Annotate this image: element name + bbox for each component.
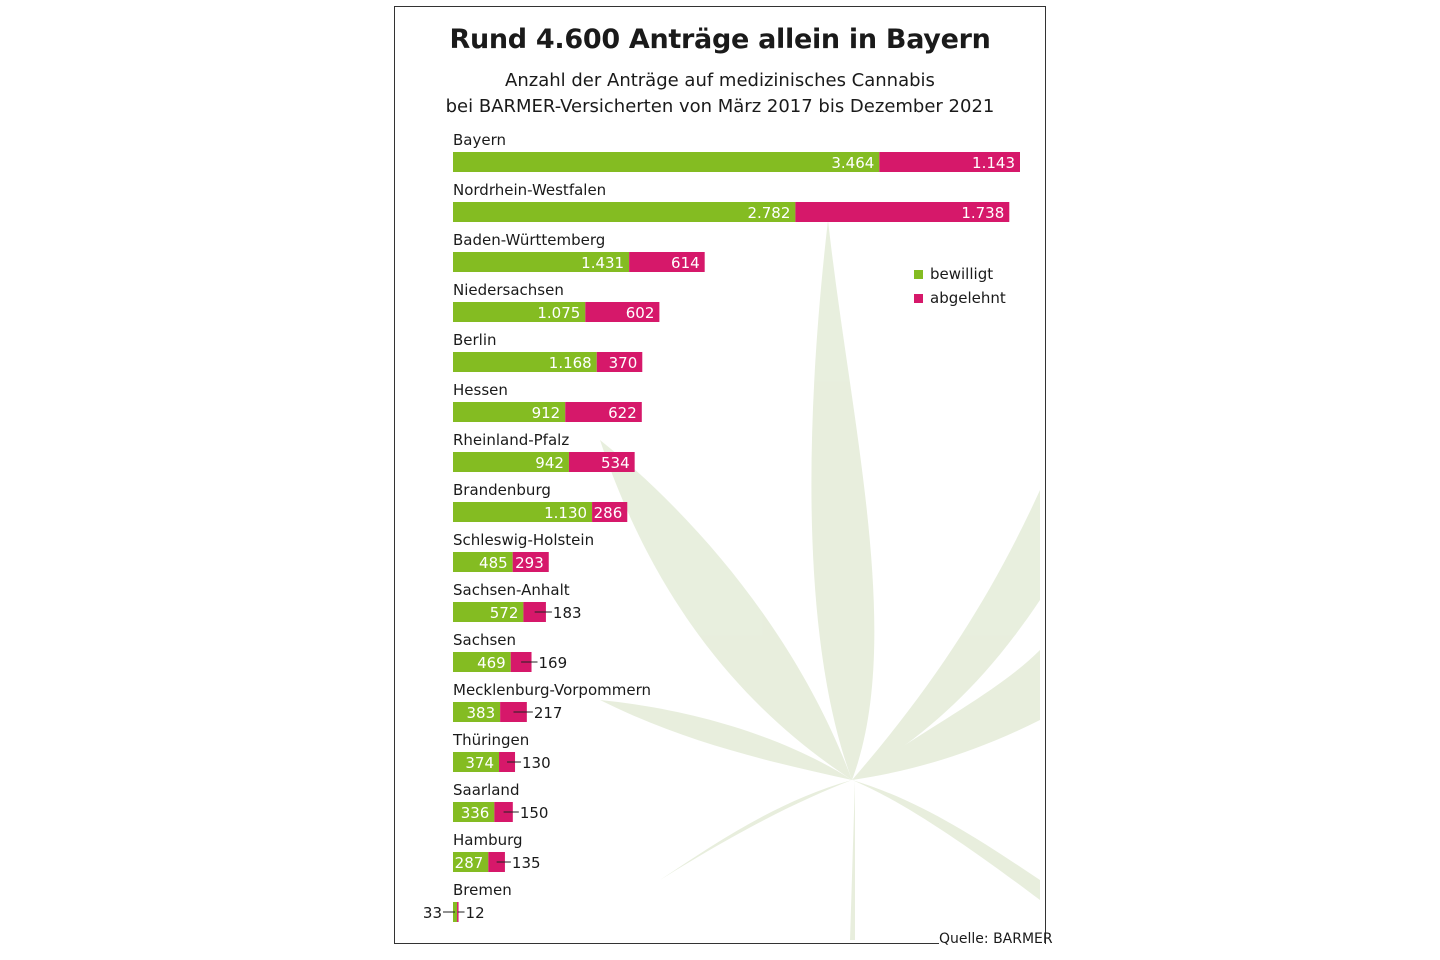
legend-swatch-bewilligt — [914, 269, 923, 279]
legend-item-bewilligt: bewilligt — [914, 265, 993, 283]
data-label-bewilligt: 336 — [461, 804, 490, 822]
bar-abgelehnt — [512, 552, 549, 572]
bar-abgelehnt — [879, 152, 1020, 172]
data-label-abgelehnt: 217 — [534, 704, 563, 722]
chart-subtitle-line-1: Anzahl der Anträge auf medizinisches Can… — [505, 70, 935, 91]
data-label-abgelehnt: 169 — [539, 654, 568, 672]
data-label-abgelehnt: 135 — [512, 854, 541, 872]
bar-bewilligt — [453, 552, 513, 572]
data-label-bewilligt: 485 — [479, 554, 508, 572]
category-label: Hessen — [453, 381, 508, 399]
category-label: Sachsen — [453, 631, 516, 649]
category-label: Mecklenburg-Vorpommern — [453, 681, 651, 699]
data-label-abgelehnt: 183 — [553, 604, 582, 622]
category-label: Saarland — [453, 781, 519, 799]
data-label-bewilligt: 3.464 — [831, 154, 874, 172]
data-label-abgelehnt: 293 — [515, 554, 544, 572]
data-label-abgelehnt: 12 — [466, 904, 485, 922]
data-label-abgelehnt: 370 — [609, 354, 638, 372]
category-label: Bayern — [453, 131, 506, 149]
category-label: Bremen — [453, 881, 512, 899]
data-label-abgelehnt: 286 — [594, 504, 623, 522]
bar-bewilligt — [453, 352, 597, 372]
data-label-bewilligt: 2.782 — [747, 204, 790, 222]
data-label-abgelehnt: 622 — [608, 404, 637, 422]
data-label-abgelehnt: 150 — [520, 804, 549, 822]
bar-bewilligt — [453, 402, 566, 422]
data-label-abgelehnt: 602 — [626, 304, 655, 322]
data-label-bewilligt: 1.168 — [549, 354, 592, 372]
category-label: Niedersachsen — [453, 281, 564, 299]
category-label: Berlin — [453, 331, 497, 349]
chart-title: Rund 4.600 Anträge allein in Bayern — [449, 24, 991, 55]
bar-bewilligt — [453, 802, 495, 822]
bar-bewilligt — [453, 502, 593, 522]
data-label-bewilligt: 383 — [466, 704, 495, 722]
data-label-abgelehnt: 1.738 — [961, 204, 1004, 222]
data-label-bewilligt: 1.130 — [544, 504, 587, 522]
category-label: Thüringen — [452, 731, 529, 749]
bar-bewilligt — [453, 452, 569, 472]
data-label-bewilligt: 1.431 — [581, 254, 624, 272]
category-label: Sachsen-Anhalt — [453, 581, 570, 599]
bar-bewilligt — [453, 852, 489, 872]
legend-swatch-abgelehnt — [914, 293, 923, 303]
bar-abgelehnt — [585, 302, 660, 322]
data-label-bewilligt: 287 — [455, 854, 484, 872]
legend-label-bewilligt: bewilligt — [930, 265, 994, 283]
cannabis-leaf-watermark — [600, 220, 1040, 940]
data-label-bewilligt: 572 — [490, 604, 519, 622]
legend-item-abgelehnt: abgelehnt — [914, 289, 1006, 307]
chart-subtitle-line-2: bei BARMER-Versicherten von März 2017 bi… — [445, 96, 995, 117]
bar-bewilligt — [453, 752, 500, 772]
bar-abgelehnt — [795, 202, 1010, 222]
bar-bewilligt — [453, 652, 511, 672]
frame-bottom-line — [394, 943, 939, 944]
data-label-abgelehnt: 1.143 — [972, 154, 1015, 172]
bar-bewilligt — [453, 152, 880, 172]
bar-abgelehnt — [592, 502, 628, 522]
data-label-bewilligt: 33 — [423, 904, 442, 922]
data-label-bewilligt: 1.075 — [537, 304, 580, 322]
legend-label-abgelehnt: abgelehnt — [930, 289, 1006, 307]
bar-abgelehnt — [565, 402, 642, 422]
bar-abgelehnt — [596, 352, 643, 372]
category-label: Brandenburg — [453, 481, 551, 499]
data-label-abgelehnt: 614 — [671, 254, 700, 272]
category-label: Hamburg — [453, 831, 523, 849]
data-label-bewilligt: 912 — [532, 404, 561, 422]
bar-bewilligt — [453, 202, 796, 222]
data-label-abgelehnt: 130 — [522, 754, 551, 772]
chart-frame — [394, 6, 1046, 944]
bar-abgelehnt — [629, 252, 705, 272]
data-label-bewilligt: 469 — [477, 654, 506, 672]
data-label-bewilligt: 374 — [465, 754, 494, 772]
bar-bewilligt — [453, 252, 630, 272]
data-label-abgelehnt: 534 — [601, 454, 630, 472]
bar-bewilligt — [453, 302, 586, 322]
bar-abgelehnt — [568, 452, 635, 472]
category-label: Rheinland-Pfalz — [453, 431, 569, 449]
bar-bewilligt — [453, 602, 524, 622]
category-label: Schleswig-Holstein — [453, 531, 594, 549]
source-note: Quelle: BARMER — [939, 931, 1053, 947]
data-label-bewilligt: 942 — [535, 454, 564, 472]
category-label: Baden-Württemberg — [453, 231, 605, 249]
bar-bewilligt — [453, 702, 501, 722]
category-label: Nordrhein-Westfalen — [453, 181, 606, 199]
